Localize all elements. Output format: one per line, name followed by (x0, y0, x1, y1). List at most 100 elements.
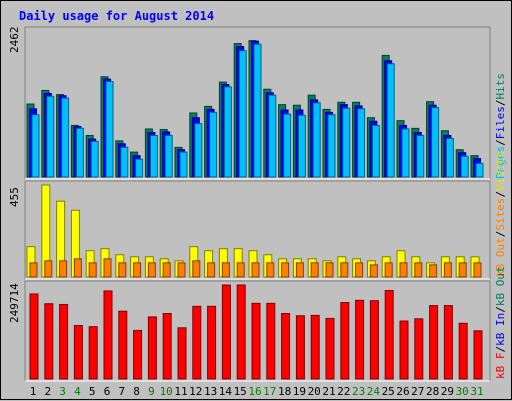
bar-hits-files-pages-pages-day-9 (149, 134, 158, 178)
legend-sep-1: / (494, 139, 507, 146)
legend-kbout-2: kB Out (494, 237, 507, 277)
bar-hits-files-pages-pages-day-13 (209, 111, 218, 178)
x-tick-label-21: 21 (322, 385, 335, 398)
bar-visits-sites-sites-day-6 (103, 258, 112, 278)
x-tick-label-27: 27 (411, 385, 424, 398)
bar-visits-sites-sites-day-29 (443, 262, 452, 278)
x-tick-label-22: 22 (337, 385, 350, 398)
x-tick-label-13: 13 (204, 385, 217, 398)
bar-hits-files-pages-pages-day-15 (238, 50, 247, 178)
x-tick-label-6: 6 (104, 385, 111, 398)
bar-visits-sites-sites-day-16 (251, 262, 260, 278)
legend-visits: Visits (494, 151, 507, 191)
x-tick-label-31: 31 (470, 385, 483, 398)
legend-sep-4: / (494, 191, 507, 198)
x-tick-label-28: 28 (426, 385, 439, 398)
x-tick-label-15: 15 (234, 385, 247, 398)
bar-visits-sites-sites-day-15 (236, 262, 245, 278)
bar-visits-sites-sites-day-30 (458, 262, 467, 278)
x-tick-label-17: 17 (263, 385, 276, 398)
bar-visits-sites-sites-day-5 (88, 262, 97, 278)
bar-visits-sites-sites-day-12 (192, 260, 201, 278)
bar-hits-files-pages-pages-day-24 (371, 124, 380, 178)
bar-visits-sites-sites-day-28 (429, 264, 438, 278)
bar-hits-files-pages-pages-day-22 (342, 107, 351, 178)
bar-kbytes-kb-f-day-11 (177, 327, 187, 380)
bar-visits-sites-sites-day-24 (369, 264, 378, 278)
bar-hits-files-pages-pages-day-12 (194, 123, 203, 178)
bar-kbytes-kb-f-day-5 (88, 326, 98, 380)
bar-hits-files-pages-pages-day-25 (386, 63, 395, 178)
bar-hits-files-pages-pages-day-16 (253, 43, 262, 178)
x-tick-labels: 1 2 3 4 5 6 7 8 9 10 11 12 13 14 15 16 17 18 19 20 21 22 23 24 2… (30, 385, 484, 398)
bar-hits-files-pages-pages-day-30 (460, 155, 469, 178)
bar-visits-sites-sites-day-19 (295, 262, 304, 278)
bar-hits-files-pages-pages-day-14 (223, 86, 232, 178)
bar-kbytes-kb-f-day-20 (310, 314, 320, 380)
bar-kbytes-kb-f-day-28 (429, 305, 439, 380)
legend-panel-2: kB Out/Sites/Visits (494, 151, 507, 277)
bar-hits-files-pages-pages-day-2 (46, 95, 55, 178)
x-tick-label-30: 30 (456, 385, 469, 398)
bar-kbytes-kb-f-day-8 (133, 329, 143, 380)
x-tick-label-25: 25 (382, 385, 395, 398)
legend-kbf: kB F (494, 353, 507, 380)
bar-kbytes-kb-f-day-14 (221, 284, 231, 380)
bar-hits-files-pages-pages-day-1 (31, 114, 40, 178)
bar-visits-sites-sites-day-9 (147, 262, 156, 278)
bar-kbytes-kb-f-day-13 (207, 305, 217, 380)
bar-visits-sites-sites-day-1 (29, 262, 38, 278)
bar-kbytes-kb-f-day-1 (29, 293, 39, 380)
x-tick-label-24: 24 (367, 385, 381, 398)
bar-visits-sites-sites-day-20 (310, 262, 319, 278)
x-tick-label-4: 4 (74, 385, 81, 398)
x-tick-label-7: 7 (118, 385, 125, 398)
bar-hits-files-pages-pages-day-17 (268, 94, 277, 178)
legend-sep-2: / (494, 100, 507, 107)
x-tick-label-1: 1 (30, 385, 37, 398)
bar-marks (26, 40, 484, 380)
bar-kbytes-kb-f-day-21 (325, 317, 335, 380)
bar-hits-files-pages-pages-day-29 (445, 137, 454, 178)
bar-kbytes-kb-f-day-2 (44, 303, 54, 380)
legend-sep-5: / (494, 346, 507, 353)
bar-kbytes-kb-f-day-15 (236, 284, 246, 380)
bar-visits-sites-sites-day-18 (281, 262, 290, 278)
legend-files: Files (494, 106, 507, 139)
x-tick-label-29: 29 (441, 385, 454, 398)
x-tick-label-2: 2 (44, 385, 51, 398)
bar-hits-files-pages-pages-day-26 (401, 128, 410, 178)
bar-hits-files-pages-pages-day-19 (297, 114, 306, 178)
bar-visits-sites-sites-day-22 (340, 262, 349, 278)
bar-hits-files-pages-pages-day-23 (357, 108, 366, 178)
bar-kbytes-kb-f-day-31 (473, 330, 483, 380)
bar-kbytes-kb-f-day-24 (369, 300, 379, 380)
legend-sep-6: / (494, 306, 507, 313)
bar-visits-sites-sites-day-27 (414, 262, 423, 278)
bar-kbytes-kb-f-day-3 (59, 303, 69, 380)
bar-visits-sites-sites-day-31 (473, 262, 482, 278)
x-tick-label-19: 19 (293, 385, 306, 398)
bar-visits-sites-sites-day-8 (133, 262, 142, 278)
bar-hits-files-pages-pages-day-28 (431, 107, 440, 178)
x-tick-label-26: 26 (396, 385, 409, 398)
bar-kbytes-kb-f-day-30 (458, 322, 468, 380)
bar-hits-files-pages-pages-day-10 (164, 134, 173, 178)
bar-visits-sites-sites-day-21 (325, 262, 334, 278)
bar-kbytes-kb-f-day-26 (399, 320, 409, 380)
bar-visits-sites-sites-day-3 (59, 260, 68, 278)
bar-visits-sites-sites-day-11 (177, 262, 186, 278)
x-tick-label-9: 9 (148, 385, 155, 398)
bar-kbytes-kb-f-day-18 (281, 313, 291, 380)
panel-2-max-label: 455 (8, 187, 21, 207)
bar-kbytes-kb-f-day-19 (295, 315, 305, 380)
x-tick-label-14: 14 (219, 385, 233, 398)
x-tick-label-16: 16 (248, 385, 261, 398)
x-tick-label-8: 8 (133, 385, 140, 398)
x-tick-label-10: 10 (160, 385, 173, 398)
panel-3-max-label: 249714 (8, 283, 21, 323)
x-tick-label-20: 20 (308, 385, 321, 398)
legend-hits: Hits (494, 73, 507, 100)
